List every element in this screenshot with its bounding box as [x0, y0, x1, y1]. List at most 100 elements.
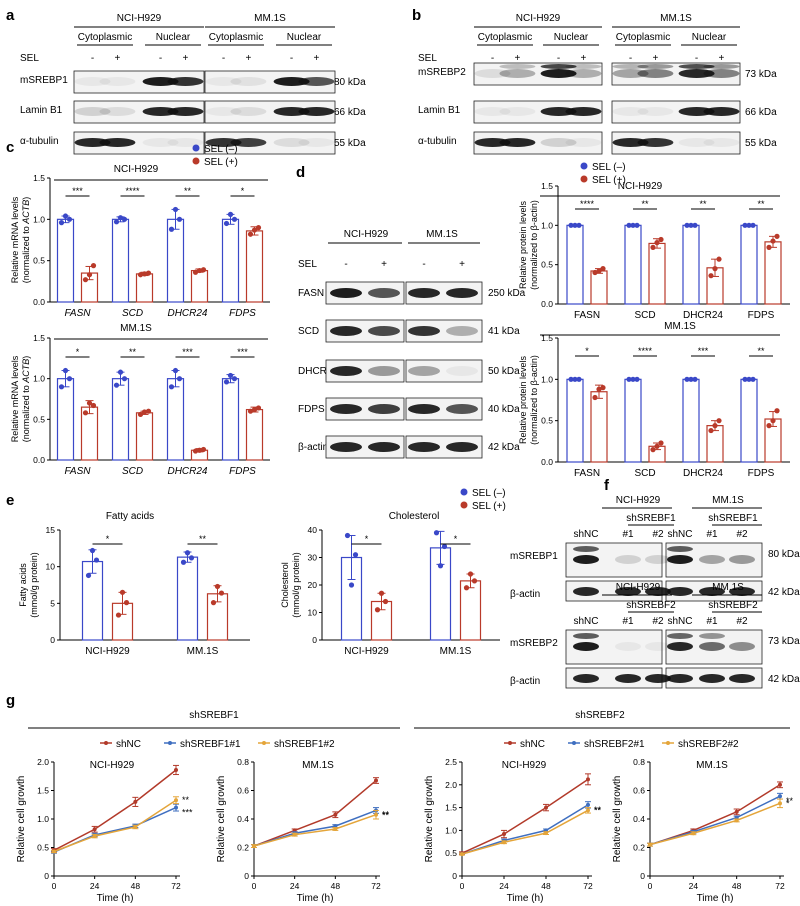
category-label: SCD — [634, 468, 655, 479]
blot-band — [408, 404, 440, 414]
y-tick-label: 0.2 — [237, 843, 249, 853]
y-tick-label: 0.6 — [237, 786, 249, 796]
sig-label: ** — [786, 796, 794, 806]
legend-dot-neg — [192, 144, 200, 152]
sig-label: **** — [125, 186, 140, 196]
data-point — [227, 211, 234, 217]
data-point — [650, 244, 656, 250]
sig-label: ** — [699, 199, 707, 209]
blot-b: NCI-H929 MM.1S Cytoplasmic Nuclear Cytoplasm… — [418, 13, 777, 155]
blot-band — [298, 77, 335, 86]
data-point — [684, 376, 690, 382]
sig-label: ** — [757, 346, 765, 356]
sig-label: *** — [698, 346, 709, 356]
blot-frame — [204, 70, 336, 94]
y-tick-label: 2.0 — [445, 780, 457, 790]
data-point — [382, 598, 389, 605]
blot-band — [474, 107, 511, 116]
sig-label: * — [786, 798, 790, 808]
blot-band — [565, 69, 602, 78]
group-label: shSREBF2 — [708, 600, 758, 611]
data-point — [750, 376, 756, 382]
blot-row-label: β-actin — [510, 676, 540, 687]
chart-title: NCI-H929 — [90, 760, 135, 771]
sel-label: SEL — [418, 53, 437, 64]
y-tick-label: 0 — [312, 635, 317, 645]
panel-letter-g: g — [6, 692, 15, 709]
g-left-legend-marker — [262, 741, 266, 745]
data-point — [123, 600, 130, 606]
blot-band — [167, 138, 204, 147]
sig-label: **** — [638, 346, 653, 356]
blot-row-label: FDPS — [298, 404, 325, 415]
data-point — [572, 222, 578, 228]
blot-band — [573, 587, 599, 596]
category-label: FASN — [574, 310, 600, 321]
y-axis-label: Relative protein levels — [518, 200, 528, 289]
cell-line-label: NCI-H929 — [616, 495, 661, 506]
sel-sign: - — [91, 53, 94, 64]
bar — [56, 218, 75, 303]
blot-band — [637, 69, 674, 78]
data-point — [133, 824, 138, 829]
sel-sign: - — [222, 53, 225, 64]
data-point — [766, 423, 772, 429]
lane-label: shNC — [667, 616, 692, 627]
data-point — [576, 376, 582, 382]
y-tick-label: 40 — [308, 525, 318, 535]
blot-frame — [405, 281, 483, 305]
blot-band — [74, 138, 111, 147]
blot-band — [645, 674, 671, 683]
data-point — [137, 272, 144, 278]
chart-c-h929: 0.0 0.5 1.0 1.5 Relative mRNA levels (normali… — [10, 164, 270, 319]
category-label: DHCR24 — [167, 466, 207, 477]
blot-band — [615, 674, 641, 683]
data-point — [586, 802, 590, 807]
data-point — [692, 376, 698, 382]
sig-label: ** — [184, 186, 192, 196]
data-point — [172, 367, 179, 374]
blot-band — [330, 442, 362, 452]
sel-sign: - — [491, 53, 494, 64]
y-axis-label-2: (normalized to ACTB) — [21, 197, 31, 284]
blot-frame — [204, 100, 336, 124]
data-point — [471, 578, 478, 584]
y-tick-label: 0.6 — [633, 786, 645, 796]
blot-band — [368, 442, 400, 452]
y-axis-label-2: (mmol/g protein) — [29, 552, 39, 618]
y-tick-label: 30 — [308, 553, 318, 563]
g-right-legend-marker — [572, 741, 576, 745]
sig-label: *** — [182, 347, 193, 357]
data-point — [174, 767, 178, 772]
panel-letter-d: d — [296, 164, 305, 181]
y-tick-label: 1.0 — [33, 214, 45, 224]
data-point — [66, 376, 73, 382]
bar — [166, 378, 185, 461]
y-tick-label: 1.0 — [37, 814, 49, 824]
data-point — [688, 376, 694, 382]
blot-band — [729, 642, 755, 651]
blot-row-label: α-tubulin — [418, 136, 457, 147]
x-tick-label: 0 — [648, 881, 653, 891]
x-tick-label: 24 — [90, 881, 100, 891]
blot-band — [729, 555, 755, 564]
chart-g-4: 0 0.2 0.4 0.6 0.8 0 24 48 72 Time (h) Relative cel… — [612, 757, 794, 904]
data-point — [544, 831, 548, 836]
blot-frame — [325, 319, 405, 343]
legend-dot-neg — [580, 162, 588, 170]
blot-band — [74, 77, 111, 86]
data-point — [374, 778, 378, 783]
data-point — [145, 270, 152, 276]
data-point — [374, 607, 381, 613]
blot-band — [678, 107, 715, 116]
sig-label: * — [76, 347, 80, 357]
blot-frame — [405, 397, 483, 421]
blot-band — [699, 587, 725, 596]
y-tick-label: 1.5 — [37, 786, 49, 796]
g-left-legend-label: shSREBF1#2 — [274, 739, 335, 750]
category-label: DHCR24 — [683, 468, 723, 479]
bar — [56, 378, 75, 461]
data-point — [441, 543, 448, 550]
x-tick-label: 48 — [541, 881, 551, 891]
